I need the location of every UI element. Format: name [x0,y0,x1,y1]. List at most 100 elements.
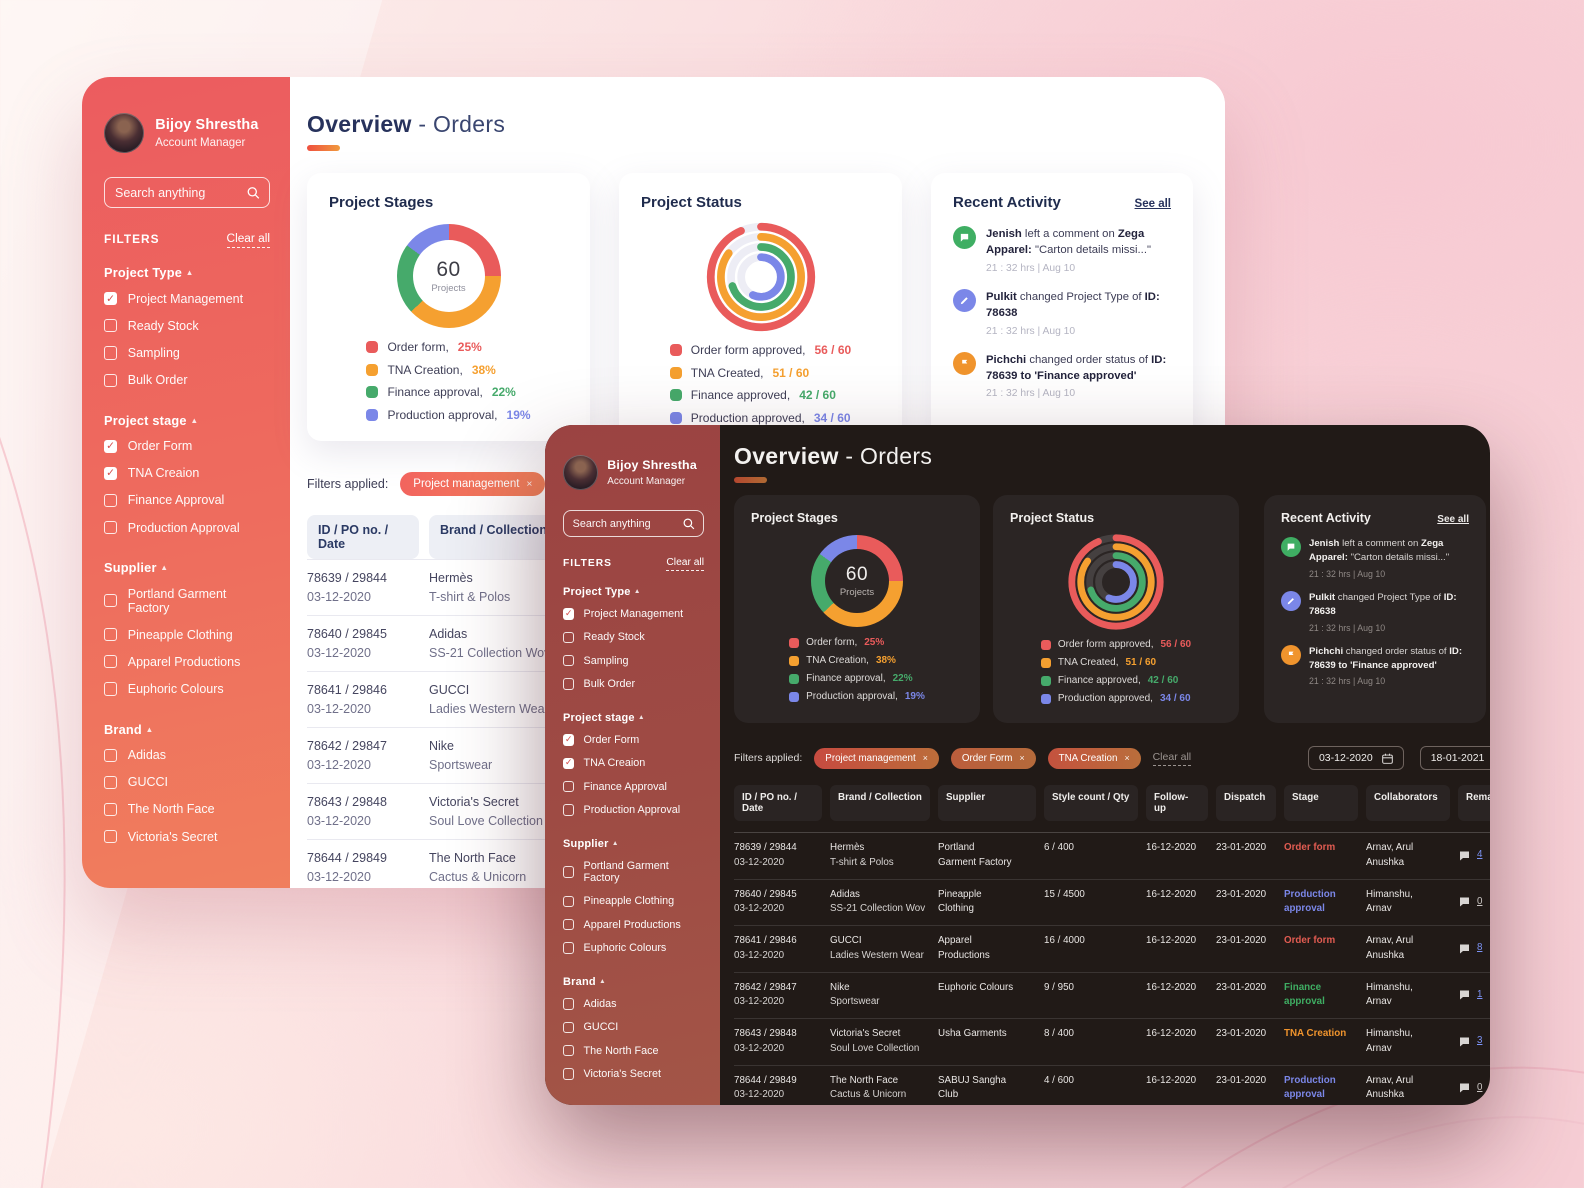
group-header[interactable]: Brand ▲ [563,976,606,989]
search-input[interactable] [115,185,238,200]
filter-option[interactable]: Order Form [104,439,270,453]
filter-group-supplier: Supplier ▲ Portland Garment Factory Pinea… [563,838,704,965]
collapse-icon: ▲ [633,587,641,595]
filter-option[interactable]: Portland Garment Factory [563,860,704,884]
group-header[interactable]: Supplier ▲ [104,560,169,576]
table-row[interactable]: 78642 / 29847 03-12-2020 Nike Sportswear E… [734,971,1490,1019]
column-header[interactable]: Collaborators [1366,785,1450,821]
filter-option[interactable]: Apparel Productions [563,919,704,931]
group-header[interactable]: Brand ▲ [104,721,154,737]
stage-label: Production approval [1284,888,1336,915]
group-header[interactable]: Project stage ▲ [104,412,199,428]
remarks-count[interactable]: 0 [1477,895,1483,907]
filter-option[interactable]: Apparel Productions [104,655,270,669]
see-all-link[interactable]: See all [1437,514,1469,525]
column-header[interactable]: Supplier [938,785,1036,821]
column-header[interactable]: Style count / Qty [1044,785,1138,821]
filter-option[interactable]: Sampling [104,346,270,360]
filter-option[interactable]: Pineapple Clothing [104,628,270,642]
comment-icon [1460,990,1469,1000]
clear-all-link[interactable]: Clear all [666,557,704,571]
filter-option[interactable]: Finance Approval [104,493,270,507]
card-title: Project Stages [329,194,434,211]
group-header[interactable]: Project stage ▲ [563,712,645,724]
filter-option[interactable]: Victoria's Secret [104,830,270,844]
column-header[interactable]: ID / PO no. / Date [734,785,822,821]
filter-option[interactable]: Ready Stock [104,319,270,333]
applied-filters-label: Filters applied: [734,752,803,764]
remove-filter-icon[interactable]: × [1019,753,1025,763]
filter-option[interactable]: Ready Stock [563,631,704,643]
clear-all-link[interactable]: Clear all [226,231,270,248]
collapse-icon: ▲ [599,978,606,986]
filter-option[interactable]: Production Approval [563,804,704,816]
checkbox-icon [104,493,118,507]
filter-option[interactable]: Euphoric Colours [104,682,270,696]
filter-option[interactable]: Bulk Order [104,373,270,387]
column-header[interactable]: Follow-up [1146,785,1208,821]
filter-option[interactable]: Victoria's Secret [563,1068,704,1080]
filter-option[interactable]: Sampling [563,655,704,667]
column-header[interactable]: ID / PO no. / Date [307,515,419,559]
stage-label: Finance approval [1284,981,1325,1008]
filter-option[interactable]: Adidas [563,998,704,1010]
checkbox-icon [104,521,118,535]
filter-option[interactable]: Bulk Order [563,678,704,690]
remove-filter-icon[interactable]: × [526,478,533,490]
group-header[interactable]: Project Type ▲ [104,265,194,281]
user-profile: Bijoy Shrestha Account Manager [104,113,270,153]
group-header[interactable]: Project Type ▲ [563,585,641,598]
remarks-count[interactable]: 4 [1477,849,1483,861]
filter-option[interactable]: Project Management [563,608,704,620]
filter-option[interactable]: GUCCI [104,775,270,789]
applied-filter-chip[interactable]: Order Form× [950,747,1036,769]
filter-option[interactable]: The North Face [104,802,270,816]
remarks-count[interactable]: 0 [1477,1081,1483,1093]
comment-icon [1460,1083,1469,1093]
filters-title: FILTERS [104,232,160,247]
filter-option[interactable]: Portland Garment Factory [104,587,270,615]
applied-filter-chip[interactable]: Project management × [814,747,939,769]
flag-icon [1281,644,1301,665]
see-all-link[interactable]: See all [1134,198,1171,210]
applied-filter-chip[interactable]: Project management × [400,472,546,496]
remarks-count[interactable]: 8 [1477,942,1483,954]
checkbox-icon [563,804,575,816]
date-to-input[interactable]: 18-01-2021 [1419,746,1490,770]
collapse-icon: ▲ [160,563,169,573]
search-input[interactable] [572,517,677,530]
filter-option[interactable]: Order Form [563,734,704,746]
table-row[interactable]: 78640 / 29845 03-12-2020 Adidas SS-21 Coll… [734,878,1490,926]
filter-option[interactable]: Finance Approval [563,781,704,793]
filter-option[interactable]: Production Approval [104,521,270,535]
date-from-input[interactable]: 03-12-2020 [1307,746,1404,770]
clear-all-link[interactable]: Clear all [1152,751,1192,766]
filter-option[interactable]: Adidas [104,748,270,762]
table-row[interactable]: 78643 / 29848 03-12-2020 Victoria's Secre… [734,1018,1490,1065]
filter-option[interactable]: TNA Creaion [563,757,704,769]
group-header[interactable]: Supplier ▲ [563,838,619,851]
table-row[interactable]: 78639 / 29844 03-12-2020 Hermès T-shirt & … [734,832,1490,879]
filter-option[interactable]: Euphoric Colours [563,942,704,954]
remove-filter-icon[interactable]: × [1124,753,1130,763]
table-header: ID / PO no. / Date Brand / Collection Su… [734,785,1490,821]
table-row[interactable]: 78644 / 29849 03-12-2020 The North Face Ca… [734,1064,1490,1106]
filter-option[interactable]: Pineapple Clothing [563,895,704,907]
project-status-card: Project Status Order form approved, 56 / … [993,495,1239,723]
filter-option[interactable]: GUCCI [563,1021,704,1033]
stage-label: Order form [1284,935,1336,947]
column-header[interactable]: Remarks [1458,785,1490,821]
applied-filter-chip[interactable]: TNA Creation × [1047,747,1141,769]
column-header[interactable]: Stage [1284,785,1358,821]
remarks-count[interactable]: 3 [1477,1035,1483,1047]
filter-option[interactable]: TNA Creaion [104,466,270,480]
column-header[interactable]: Brand / Collection [830,785,930,821]
filter-option[interactable]: The North Face [563,1045,704,1057]
remarks-count[interactable]: 1 [1477,988,1483,1000]
checkbox-icon [563,678,575,690]
remove-filter-icon[interactable]: × [922,753,928,763]
column-header[interactable]: Dispatch [1216,785,1276,821]
table-row[interactable]: 78641 / 29846 03-12-2020 GUCCI Ladies West… [734,925,1490,972]
filter-option[interactable]: Project Management [104,292,270,306]
checkbox-icon [104,682,118,696]
